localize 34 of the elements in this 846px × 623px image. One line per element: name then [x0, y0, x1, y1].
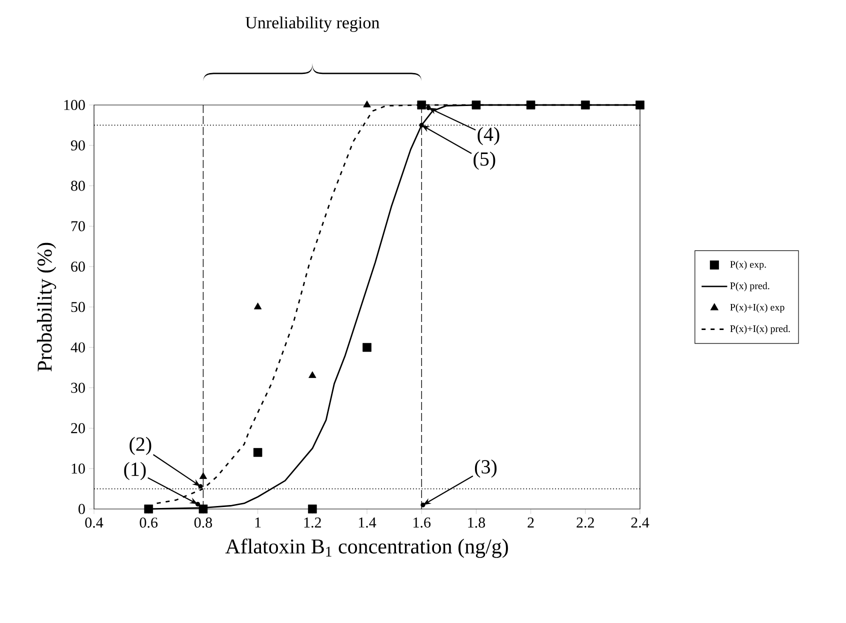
x-axis-title: Aflatoxin B$_{1}$ concentration (ng/g): [225, 538, 508, 558]
y-tick-label: 70: [71, 221, 85, 232]
y-tick-label: 10: [72, 464, 85, 474]
x-tick-label: 0.8: [194, 518, 212, 528]
legend-label: P(x)+I(x) pred.: [730, 325, 790, 334]
x-tick-label: 1.6: [414, 518, 431, 528]
x-tick-label: 2: [528, 518, 534, 528]
x-tick-label: 1.8: [468, 518, 486, 528]
x-tick-label: 0.4: [85, 518, 104, 528]
x-tick-label: 1: [255, 518, 261, 528]
y-tick-label: 60: [71, 262, 85, 272]
legend-label: P(x) exp.: [730, 260, 766, 270]
annotation: (2): [130, 436, 152, 456]
annotation: (4): [478, 127, 500, 146]
x-tick-label: 1.4: [358, 518, 376, 528]
text: Unreliability region: [245, 16, 380, 32]
annotation: (5): [474, 152, 496, 170]
y-tick-label: 30: [71, 382, 85, 393]
x-tick-label: 0.6: [140, 518, 158, 528]
x-tick-label: 1.2: [304, 518, 321, 528]
annotation: (3): [474, 460, 497, 478]
y-tick-label: 20: [71, 423, 85, 434]
y-tick-label: 100: [64, 100, 85, 110]
legend-label: P(x)+I(x) exp: [730, 304, 784, 313]
y-axis-title: Probability (%): [37, 242, 56, 372]
y-tick-label: 0: [78, 504, 85, 514]
y-tick-label: 90: [70, 140, 85, 150]
y-tick-label: 40: [70, 342, 85, 352]
y-tick-label: 80: [71, 180, 85, 191]
annotation: (1): [124, 462, 146, 480]
y-tick-label: 50: [71, 302, 85, 312]
x-tick-label: 2.4: [631, 518, 650, 528]
legend-label: P(x) pred.: [730, 282, 770, 292]
x-tick-label: 2.2: [576, 518, 594, 528]
